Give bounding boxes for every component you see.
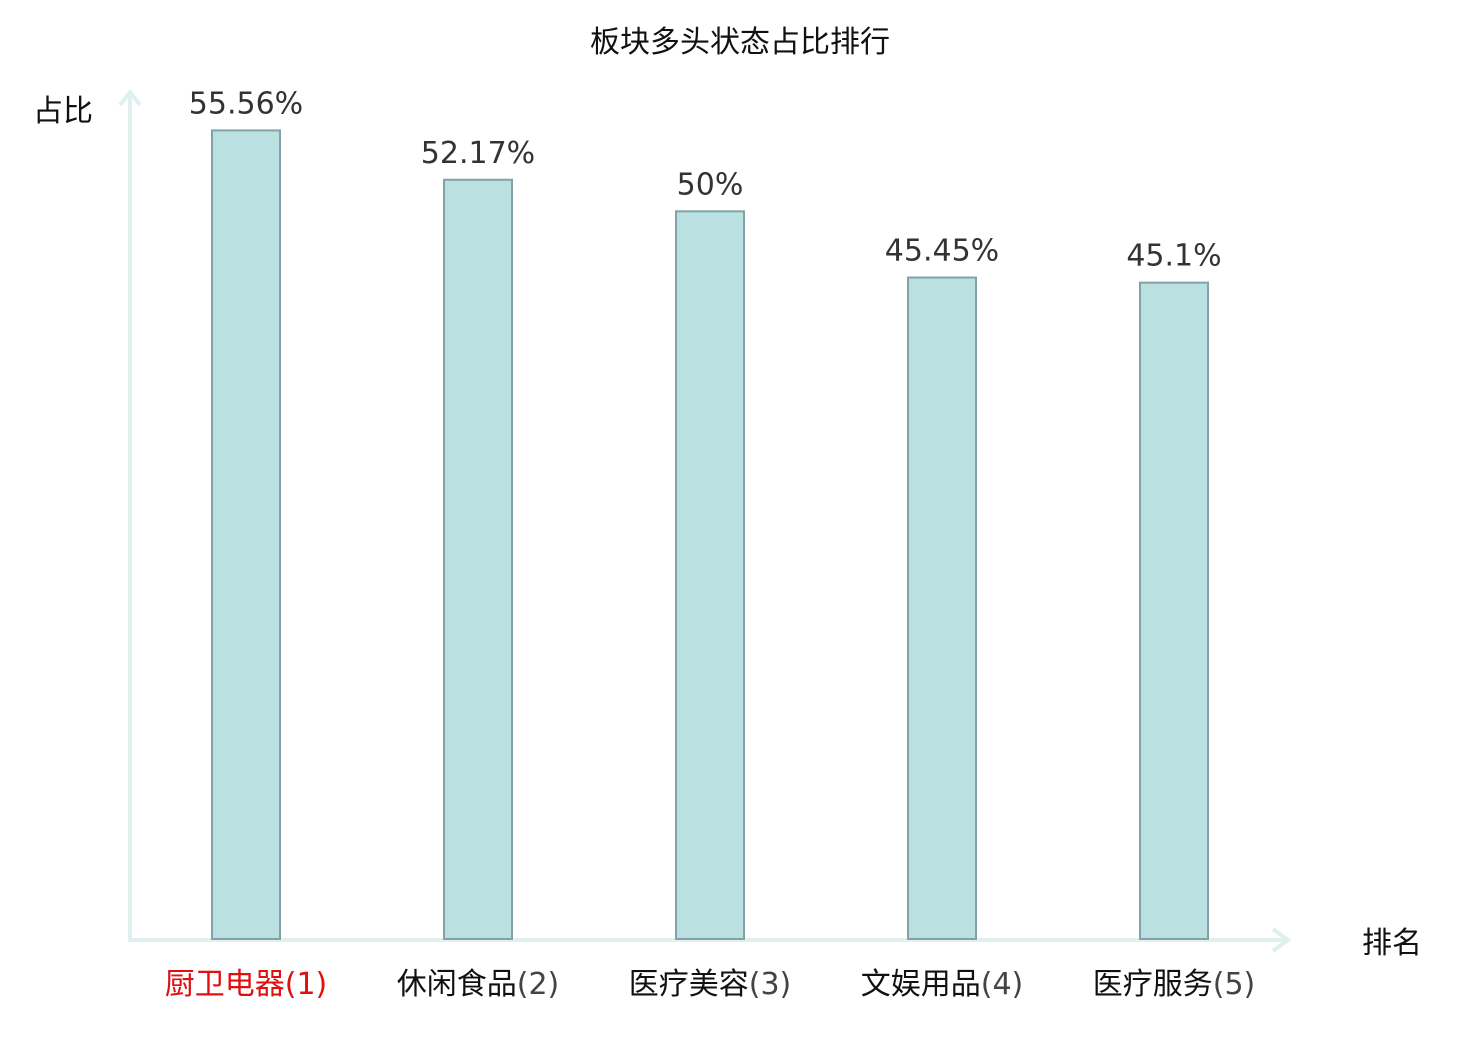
value-labels-group: 55.56% 52.17% 50% 45.45% 45.1%	[189, 86, 1222, 273]
category-label: 医疗服务(5)	[1093, 967, 1256, 1002]
bar-value-label: 45.1%	[1126, 239, 1221, 274]
category-name: 休闲食品	[397, 967, 517, 1002]
y-axis-label: 占比	[33, 94, 93, 129]
category-name: 医疗美容	[629, 967, 749, 1002]
y-axis-arrow-icon	[118, 88, 142, 107]
bar-value-label: 50%	[677, 167, 744, 202]
bar	[675, 210, 745, 940]
category-name: 医疗服务	[1093, 967, 1213, 1002]
bars-group	[211, 129, 1209, 941]
bar-value-label: 45.45%	[885, 234, 999, 269]
chart-title: 板块多头状态占比排行	[590, 25, 890, 60]
category-label: 医疗美容(3)	[629, 967, 792, 1002]
category-rank: (2)	[517, 967, 560, 1002]
bar-value-label: 52.17%	[421, 136, 535, 171]
bar-value-label: 55.56%	[189, 86, 303, 121]
category-rank: (4)	[981, 967, 1024, 1002]
category-name: 文娱用品	[861, 967, 981, 1002]
bar	[1139, 281, 1209, 940]
x-axis-arrow-icon	[1271, 927, 1292, 953]
category-label: 休闲食品(2)	[397, 967, 560, 1002]
bar	[907, 276, 977, 940]
category-label: 厨卫电器(1)	[165, 967, 328, 1002]
bar	[211, 129, 281, 941]
category-rank: (5)	[1213, 967, 1256, 1002]
category-label: 文娱用品(4)	[861, 967, 1024, 1002]
category-rank: (1)	[285, 967, 328, 1002]
x-axis-label: 排名	[1362, 926, 1422, 961]
category-labels-group: 厨卫电器(1) 休闲食品(2) 医疗美容(3) 文娱用品(4) 医疗服务(5)	[165, 967, 1256, 1002]
category-rank: (3)	[749, 967, 792, 1002]
bar	[443, 178, 513, 941]
category-name: 厨卫电器	[165, 967, 285, 1002]
